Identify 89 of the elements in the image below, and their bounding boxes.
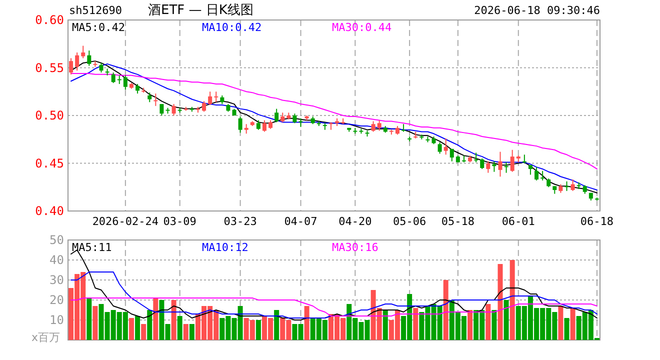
candlestick <box>528 164 532 176</box>
line-series <box>70 298 598 316</box>
candlestick <box>570 178 575 192</box>
bar <box>510 260 515 340</box>
text: MA5:0.42 <box>72 21 125 34</box>
candlestick <box>328 122 333 130</box>
candlestick <box>510 149 514 172</box>
bar <box>498 264 503 340</box>
candlestick <box>87 50 92 66</box>
candlestick <box>292 113 297 124</box>
bar <box>256 320 261 340</box>
candlestick <box>498 151 502 178</box>
bar <box>177 316 182 340</box>
y-tick-label: 40 <box>50 253 64 267</box>
y-tick-label: 0.55 <box>35 60 64 75</box>
bar <box>274 310 280 340</box>
bar <box>92 306 98 340</box>
bar <box>468 310 473 340</box>
bar <box>171 300 176 340</box>
bar <box>558 306 564 340</box>
candlestick <box>274 108 279 123</box>
y-axis-title: x百万 <box>31 331 60 344</box>
bar <box>86 298 92 340</box>
candlestick <box>172 104 176 116</box>
bar <box>504 300 509 340</box>
candlestick <box>522 154 526 164</box>
candlestick <box>262 120 266 132</box>
bar <box>486 304 491 340</box>
candlestick <box>280 112 285 123</box>
y-tick-label: 0.40 <box>35 204 64 218</box>
bar <box>492 310 497 340</box>
candlestick <box>154 93 158 106</box>
candlestick <box>474 152 478 163</box>
bar <box>153 298 158 340</box>
bar <box>147 310 152 340</box>
candlestick <box>123 74 128 90</box>
candlestick <box>256 120 260 130</box>
text: MA10:12 <box>202 241 248 254</box>
candlestick <box>202 100 206 112</box>
bar <box>141 324 146 340</box>
candlestick <box>160 104 164 116</box>
text: MA30:0.44 <box>332 21 392 34</box>
candlestick <box>69 58 74 75</box>
candlestick <box>75 52 80 72</box>
chart-subtitle: sh512690 <box>69 4 122 17</box>
candlestick <box>148 92 152 103</box>
bar <box>304 306 310 340</box>
bar <box>413 308 418 340</box>
candlestick <box>540 170 545 181</box>
candlestick <box>564 180 569 192</box>
y-tick-label: 30 <box>50 273 64 287</box>
candlestick <box>244 124 248 134</box>
candlestick <box>377 120 382 132</box>
candlestick <box>450 148 454 162</box>
y-tick-label: 20 <box>50 293 64 307</box>
candlestick <box>480 158 484 170</box>
series-label: MA5:11 <box>72 241 112 254</box>
y-tick-label: 10 <box>50 313 64 327</box>
candlestick <box>111 72 116 84</box>
y-tick-label: 0.60 <box>35 13 64 27</box>
bar <box>564 318 570 340</box>
bar <box>570 308 576 340</box>
y-tick-label: 0.45 <box>35 156 64 170</box>
bar <box>183 324 188 340</box>
text: MA10:0.42 <box>202 21 262 34</box>
text: 2026-06-18 09:30:46 <box>474 4 600 17</box>
chart-title: 酒ETF — 日K线图 <box>148 3 254 18</box>
line-series <box>70 272 598 318</box>
candlestick <box>208 91 212 106</box>
bar <box>443 280 448 340</box>
candlestick <box>444 138 448 156</box>
candlestick <box>534 166 539 181</box>
bar <box>128 318 134 340</box>
candlestick <box>136 83 140 94</box>
candlestick <box>492 160 496 172</box>
bar <box>189 324 194 340</box>
candlestick <box>99 62 104 74</box>
y-tick-label: 0.50 <box>35 108 64 122</box>
candlestick <box>238 116 242 134</box>
candlestick <box>81 45 86 59</box>
candlestick <box>486 160 490 174</box>
candlestick <box>214 91 218 103</box>
candlestick <box>438 142 442 154</box>
candlestick <box>371 120 376 132</box>
bar <box>135 316 140 340</box>
bar <box>382 310 388 340</box>
text: MA30:16 <box>332 241 378 254</box>
candlestick <box>504 162 508 174</box>
y-tick-label: 50 <box>50 233 64 247</box>
